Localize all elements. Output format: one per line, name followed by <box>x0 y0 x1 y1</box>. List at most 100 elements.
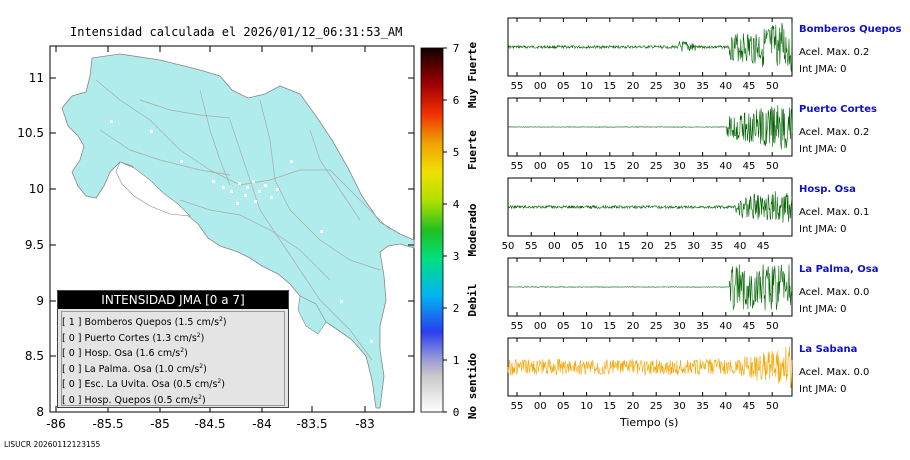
time-tick-label: 45 <box>743 161 756 172</box>
time-tick-label: 45 <box>743 321 756 332</box>
time-tick-label: 35 <box>696 81 709 92</box>
legend-row: [ 0 ] La Palma. Osa (1.0 cm/s2) <box>62 359 284 375</box>
time-tick-label: 00 <box>534 401 547 412</box>
station-int-jma: Int JMA: 0 <box>799 64 847 75</box>
time-tick-label: 10 <box>580 321 593 332</box>
waveform-line <box>507 346 793 389</box>
legend-title: INTENSIDAD JMA [0 a 7] <box>58 291 288 309</box>
time-tick-label: 20 <box>627 401 640 412</box>
time-tick-label: 15 <box>603 81 616 92</box>
legend-close: ) <box>200 332 205 344</box>
colorbar-tick-label: 3 <box>453 250 460 263</box>
time-tick-label: 15 <box>603 161 616 172</box>
station-int-jma: Int JMA: 0 <box>799 224 847 235</box>
longitude-ticks: -86 -85.5 -85 -84.5 -84 -83.5 -83 <box>46 46 375 431</box>
colorbar-tick-label: 6 <box>453 94 460 107</box>
waveform-line <box>507 264 793 311</box>
legend-value: (0.5 cm/s <box>153 394 199 406</box>
time-tick-label: 35 <box>696 401 709 412</box>
colorbar-category-label: No sentido <box>466 353 479 420</box>
legend-station: Puerto Cortes <box>84 332 153 344</box>
station-name: Hosp. Osa <box>799 184 856 195</box>
time-tick-label: 40 <box>719 161 732 172</box>
time-tick-label: 10 <box>594 241 607 252</box>
time-tick-label: 05 <box>557 81 570 92</box>
lon-tick-label: -83.5 <box>296 417 327 431</box>
legend-value: (1.6 cm/s <box>135 348 181 360</box>
time-tick-label: 45 <box>743 81 756 92</box>
colorbar-category-label: Fuerte <box>466 130 479 170</box>
legend-row: [ 1 ] Bomberos Quepos (1.5 cm/s2) <box>62 312 284 328</box>
time-tick-label: 00 <box>534 81 547 92</box>
lat-tick-label: 8 <box>36 405 44 419</box>
time-tick-label: 15 <box>618 241 631 252</box>
waveform-line <box>507 191 793 223</box>
station-dots <box>110 120 373 343</box>
legend-value: (1.3 cm/s <box>152 332 197 344</box>
station-name: La Palma, Osa <box>799 264 879 275</box>
legend-row: [ 0 ] Esc. La Uvita. Osa (0.5 cm/s2) <box>62 374 284 390</box>
station-acel-max: Acel. Max. 0.0 <box>799 287 870 298</box>
legend-row: [ 0 ] Hosp. Osa (1.6 cm/s2) <box>62 343 284 359</box>
time-tick-label: 10 <box>580 401 593 412</box>
nicoya-gulf <box>115 161 191 217</box>
time-tick-label: 35 <box>696 161 709 172</box>
time-tick-label: 20 <box>627 81 640 92</box>
legend-intensity: [ 0 ] <box>62 348 82 360</box>
lon-tick-label: -83 <box>355 417 375 431</box>
legend-intensity: [ 1 ] <box>62 317 82 329</box>
legend-intensity: [ 0 ] <box>62 379 82 391</box>
station-int-jma: Int JMA: 0 <box>799 304 847 315</box>
legend-row: [ 0 ] Puerto Cortes (1.3 cm/s2) <box>62 328 284 344</box>
legend-intensity: [ 0 ] <box>62 394 82 406</box>
colorbar-tick-label: 5 <box>453 146 460 159</box>
time-tick-label: 10 <box>580 81 593 92</box>
time-tick-label: 10 <box>580 161 593 172</box>
station-int-jma: Int JMA: 0 <box>799 384 847 395</box>
legend-unit-sup: 2 <box>219 316 223 323</box>
time-tick-label: 35 <box>696 321 709 332</box>
colorbar-tick-label: 1 <box>453 354 460 367</box>
time-tick-label: 50 <box>502 241 515 252</box>
legend-close: ) <box>203 363 207 375</box>
lat-tick-label: 9.5 <box>25 238 44 252</box>
time-tick-label: 25 <box>650 401 663 412</box>
lon-tick-label: -85 <box>150 417 170 431</box>
legend-row: [ 0 ] Hosp. Quepos (0.5 cm/s2) <box>62 390 284 406</box>
lon-tick-label: -86 <box>46 417 66 431</box>
trace-panel: 55 00 05 10 15 20 25 30 35 40 45 50 <box>507 17 793 92</box>
map-title: Intensidad calculada el 2026/01/12_06:31… <box>70 25 403 39</box>
station-acel-max: Acel. Max. 0.1 <box>799 207 870 218</box>
legend-unit-sup: 2 <box>180 347 185 354</box>
time-tick-label: 25 <box>650 321 663 332</box>
time-tick-label: 15 <box>603 401 616 412</box>
legend-station: Esc. La Uvita. Osa <box>84 379 173 391</box>
legend-unit-sup: 2 <box>217 378 222 385</box>
trace-panel: 55 00 05 10 15 20 25 30 35 40 45 50 <box>507 337 793 412</box>
legend-unit-sup: 2 <box>198 393 202 401</box>
lon-tick-label: -84.5 <box>194 417 225 431</box>
time-tick-label: 40 <box>719 401 732 412</box>
legend-value: (0.5 cm/s <box>172 379 218 391</box>
legend-value: (1.0 cm/s <box>154 363 200 375</box>
legend-close: ) <box>184 348 188 360</box>
legend-station: Hosp. Quepos <box>84 394 154 406</box>
station-acel-max: Acel. Max. 0.2 <box>799 47 870 58</box>
time-tick-label: 05 <box>557 401 570 412</box>
time-tick-label: 25 <box>664 241 677 252</box>
lat-tick-label: 11 <box>29 71 44 85</box>
osa-peninsula <box>297 295 327 335</box>
legend-close: ) <box>201 394 206 406</box>
intensity-legend: INTENSIDAD JMA [0 a 7] [ 1 ] Bomberos Qu… <box>57 290 289 408</box>
lat-tick-label: 9 <box>36 294 44 308</box>
time-tick-label: 00 <box>534 161 547 172</box>
time-tick-label: 50 <box>766 321 779 332</box>
legend-station: Hosp. Osa <box>84 348 136 360</box>
trace-panel: 55 00 05 10 15 20 25 30 35 40 45 50 <box>507 97 793 172</box>
time-tick-label: 00 <box>548 241 561 252</box>
legend-close: ) <box>221 379 225 391</box>
costa-rica-landmass <box>61 53 415 409</box>
station-acel-max: Acel. Max. 0.0 <box>799 367 870 378</box>
lon-tick-label: -84 <box>252 417 272 431</box>
